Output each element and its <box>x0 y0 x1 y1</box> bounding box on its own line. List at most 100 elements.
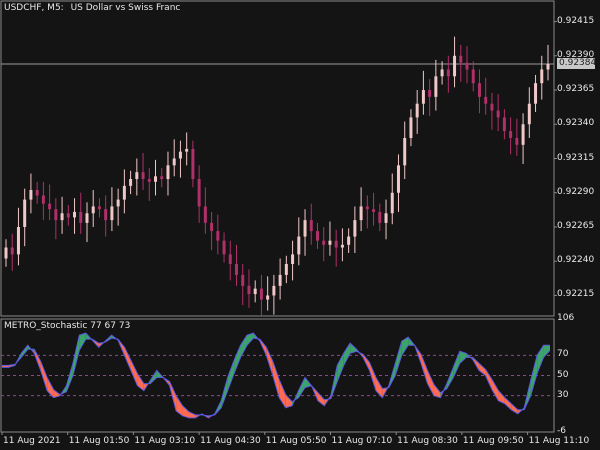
candle-body <box>502 117 506 132</box>
price-tick-label: 0.92240 <box>557 255 595 266</box>
candle-body <box>154 176 158 182</box>
candle-body <box>23 199 27 227</box>
candle-body <box>396 165 400 193</box>
candle-body <box>297 236 301 255</box>
chart-title: USDCHF, M5: US Dollar vs Swiss Franc <box>4 3 180 14</box>
indicator-band-down <box>188 411 196 418</box>
indicator-band-down <box>47 377 54 398</box>
candle-body <box>540 69 544 84</box>
candle-body <box>172 158 176 166</box>
stochastic-slow-line <box>2 337 551 417</box>
price-tick-label: 0.92365 <box>557 84 595 95</box>
candle-body <box>185 148 189 152</box>
price-tick-label: 0.92215 <box>557 289 595 300</box>
candle-body <box>247 285 251 295</box>
indicator-band-down <box>2 365 9 368</box>
indicator-band-up <box>79 333 86 351</box>
indicator-band-down <box>324 395 331 406</box>
price-tick-label: 0.92290 <box>557 186 595 197</box>
indicator-band-down <box>285 394 293 408</box>
candle-body <box>253 288 257 295</box>
candle-body <box>35 190 39 196</box>
candle-body <box>122 185 126 200</box>
indicator-band-up <box>343 343 351 366</box>
candle-body <box>334 240 338 248</box>
symbol-timeframe: USDCHF, M5: <box>4 3 64 13</box>
time-tick-label: 11 Aug 01:50 <box>68 436 130 446</box>
indicator-band-down <box>317 392 325 406</box>
indicator-band-up <box>537 345 544 374</box>
candle-body <box>359 206 363 221</box>
indicator-band-down <box>511 403 518 414</box>
candle-body <box>235 263 239 275</box>
indicator-tick-label: -6 <box>557 426 566 436</box>
indicator-band-up <box>72 335 80 376</box>
candle-body <box>459 55 463 63</box>
indicator-band-down <box>40 361 48 391</box>
candle-body <box>415 103 419 118</box>
candle-body <box>509 131 513 138</box>
candle-body <box>241 274 245 286</box>
candle-body <box>347 236 351 245</box>
candle-body <box>104 209 108 221</box>
candle-body <box>203 206 207 223</box>
candle-body <box>29 190 33 200</box>
candle-body <box>471 69 475 84</box>
stochastic-fast-line <box>2 332 550 419</box>
price-tick-label: 0.92390 <box>557 49 595 60</box>
candle-body <box>272 285 276 296</box>
indicator-band-up <box>298 377 306 398</box>
indicator-band-down <box>182 405 189 418</box>
main-plot-frame <box>0 0 555 317</box>
candle-body <box>160 176 164 180</box>
candle-body <box>403 137 407 166</box>
time-tick-label: 11 Aug 11:10 <box>528 436 590 446</box>
candle-body <box>365 206 369 210</box>
candle-body <box>291 254 295 264</box>
indicator-tick-label: 50 <box>557 369 569 380</box>
candle-body <box>453 55 457 77</box>
indicator-tick-label: 30 <box>557 389 569 400</box>
indicator-band-up <box>401 337 409 356</box>
indicator-band-down <box>427 370 434 396</box>
candle-body <box>390 192 394 214</box>
candle-body <box>79 211 83 223</box>
candle-body <box>147 179 151 182</box>
candle-body <box>60 213 64 221</box>
candle-body <box>4 247 8 259</box>
indicator-band-down <box>433 384 441 398</box>
candle-body <box>278 274 282 286</box>
price-tick-label: 0.92315 <box>557 152 595 163</box>
indicator-band-up <box>543 345 550 358</box>
candle-body <box>97 206 101 210</box>
candle-body <box>353 220 357 237</box>
indicator-band-down <box>266 347 273 376</box>
time-tick-label: 11 Aug 09:50 <box>462 436 524 446</box>
candle-body <box>16 226 20 255</box>
price-tick-label: 0.92265 <box>557 220 595 231</box>
indicator-band-up <box>530 355 538 396</box>
indicator-band-up <box>337 353 344 382</box>
indicator-band-up <box>350 343 357 354</box>
price-tick-label: 0.92340 <box>557 118 595 129</box>
candle-body <box>434 76 438 97</box>
indicator-tick-label: 106 <box>557 313 575 323</box>
candle-body <box>10 247 14 255</box>
indicator-band-down <box>504 397 512 410</box>
indicator-band-up <box>240 335 247 358</box>
indicator-band-down <box>176 395 183 416</box>
indicator-band-up <box>395 341 402 376</box>
indicator-band-up <box>453 351 460 378</box>
candle-body <box>303 220 307 237</box>
time-tick-label: 11 Aug 04:30 <box>200 436 261 446</box>
candle-body <box>178 151 182 159</box>
indicator-band-up <box>227 360 235 391</box>
candle-body <box>446 69 450 77</box>
candle-body <box>259 288 263 300</box>
candle-body <box>191 148 195 180</box>
candle-body <box>284 263 288 275</box>
candle-body <box>73 211 77 218</box>
indicator-band-up <box>459 351 467 364</box>
